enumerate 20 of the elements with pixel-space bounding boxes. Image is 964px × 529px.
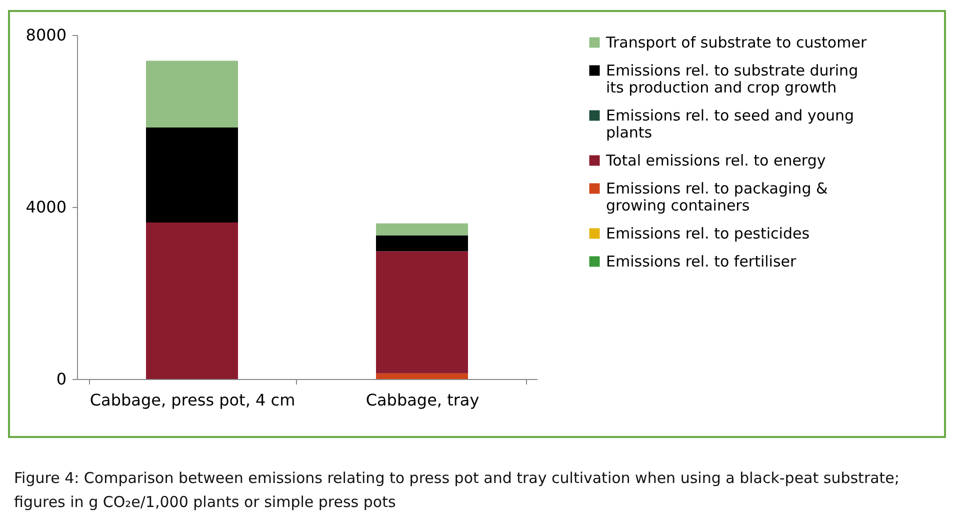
bar [146,127,238,222]
legend-label: Emissions rel. to substrate during its production and crop growth [606,62,858,96]
legend-label: Total emissions rel. to energy [605,152,826,170]
bar [146,222,238,379]
legend-label: Emissions rel. to seed and young plants [606,106,854,142]
bar [146,60,238,128]
y-tick-label: 4000 [26,198,66,216]
x-tick-label: Cabbage, tray [366,390,480,410]
legend-label: Emissions rel. to pesticides [606,224,810,242]
legend-label: Transport of substrate to customer [605,34,868,52]
y-tick-label: 0 [56,370,66,388]
y-tick-label: 8000 [26,26,66,44]
bar [376,373,468,379]
bar [376,223,468,236]
bar [376,251,468,374]
caption: Figure 4: Comparison between emissions relating to press pot and tray cultivation when using a black-peat substrate; figures in g CO₂e/1,000 plants or simple press pots [14,468,900,513]
legend-label: Emissions rel. to fertiliser [606,252,798,270]
bar [376,235,468,252]
x-tick-label: Cabbage, press pot, 4 cm [90,390,296,410]
legend-label: Emissions rel. to packaging & growing containers [606,180,828,214]
